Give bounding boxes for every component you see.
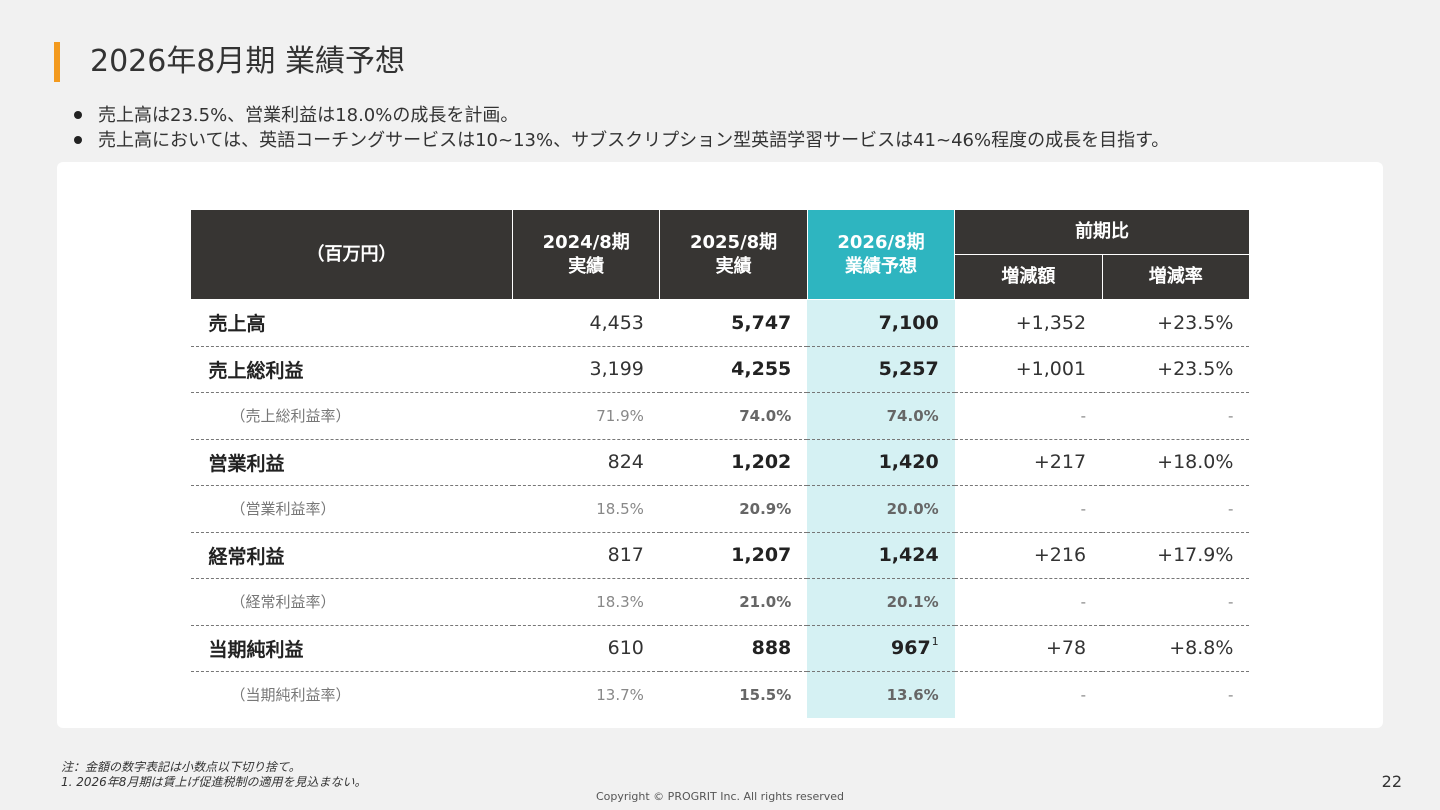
footnote-line: 1. 2026年8月期は賃上げ促進税制の適用を見込まない。 — [61, 775, 367, 789]
cell-fy25: 4,255 — [659, 346, 808, 393]
header-yoy-diff: 増減額 — [954, 254, 1103, 300]
table-row: 当期純利益 610 888 9671 +78 +8.8% — [190, 625, 1250, 672]
row-label: （経常利益率） — [190, 578, 513, 626]
cell-yoy-diff: - — [954, 392, 1103, 440]
table-row: 売上総利益 3,199 4,255 5,257 +1,001 +23.5% — [190, 346, 1250, 393]
row-label: （営業利益率） — [190, 485, 513, 533]
header-fy24-year: 2024/8期 — [542, 231, 630, 253]
cell-fy24: 3,199 — [512, 346, 660, 393]
title-accent-bar — [54, 42, 60, 82]
table-row: 経常利益 817 1,207 1,424 +216 +17.9% — [190, 532, 1250, 579]
header-yoy-rate: 増減率 — [1101, 254, 1250, 300]
header-fy25-year: 2025/8期 — [689, 231, 778, 253]
cell-fy24: 18.3% — [512, 578, 660, 626]
cell-fy24: 824 — [512, 439, 660, 486]
cell-fy26: 13.6% — [807, 671, 955, 718]
bullet-text: 売上高においては、英語コーチングサービスは10~13%、サブスクリプション型英語… — [98, 130, 1170, 151]
cell-fy25: 20.9% — [659, 485, 808, 533]
cell-fy24: 817 — [512, 532, 660, 579]
cell-yoy-rate: - — [1102, 485, 1250, 533]
header-fy26: 2026/8期 業績予想 — [806, 209, 956, 300]
row-label: 経常利益 — [190, 532, 513, 579]
cell-yoy-rate: - — [1102, 392, 1250, 440]
cell-fy26: 74.0% — [807, 392, 955, 440]
row-label: 売上高 — [190, 299, 513, 347]
cell-fy25: 15.5% — [739, 685, 792, 704]
cell-fy26: 9671 — [807, 625, 955, 672]
cell-fy24: 4,453 — [512, 299, 660, 347]
cell-yoy-rate: +18.0% — [1102, 439, 1250, 486]
cell-fy26: 20.0% — [807, 485, 955, 533]
footnote-marker: 1 — [931, 635, 939, 649]
table-row: （当期純利益率） 13.7% 15.5% 13.6% - - — [191, 671, 1250, 718]
cell-yoy-rate: - — [1102, 578, 1250, 626]
cell-yoy-rate: - — [1228, 685, 1234, 704]
bullet-dot-icon — [74, 111, 82, 119]
cell-fy25: 888 — [659, 625, 808, 672]
cell-fy26: 20.1% — [807, 578, 955, 626]
header-fy24: 2024/8期 実績 — [511, 209, 661, 300]
cell-yoy-rate: +8.8% — [1102, 625, 1250, 672]
summary-bullets: 売上高は23.5%、営業利益は18.0%の成長を計画。 売上高においては、英語コ… — [72, 103, 1169, 153]
cell-fy24: 610 — [512, 625, 660, 672]
row-label: 営業利益 — [190, 439, 513, 486]
bullet-text: 売上高は23.5%、営業利益は18.0%の成長を計画。 — [98, 105, 519, 126]
cell-yoy-diff: - — [954, 485, 1103, 533]
cell-yoy-diff: +78 — [954, 625, 1103, 672]
bullet-item: 売上高は23.5%、営業利益は18.0%の成長を計画。 — [72, 103, 1169, 128]
cell-yoy-diff: - — [954, 578, 1103, 626]
row-label: 当期純利益 — [190, 625, 513, 672]
page-number: 22 — [1381, 772, 1402, 791]
cell-fy26-value: 967 — [891, 637, 931, 660]
row-label: （当期純利益率） — [230, 686, 351, 705]
page-title: 2026年8月期 業績予想 — [90, 44, 405, 79]
table-row: （営業利益率） 18.5% 20.9% 20.0% - - — [190, 485, 1250, 533]
header-fy26-type: 業績予想 — [844, 255, 917, 277]
cell-yoy-rate: +23.5% — [1102, 299, 1250, 347]
cell-fy26: 1,424 — [807, 532, 955, 579]
cell-yoy-diff: - — [1080, 685, 1087, 704]
table-row: 営業利益 824 1,202 1,420 +217 +18.0% — [190, 439, 1250, 486]
cell-yoy-diff: +1,001 — [954, 346, 1103, 393]
cell-fy25: 21.0% — [659, 578, 808, 626]
cell-fy24: 13.7% — [596, 685, 644, 704]
bullet-dot-icon — [74, 136, 82, 144]
cell-yoy-diff: +217 — [954, 439, 1103, 486]
cell-fy26: 7,100 — [807, 299, 955, 347]
cell-fy25: 1,207 — [659, 532, 808, 579]
row-label: （売上総利益率） — [190, 392, 513, 440]
cell-fy25: 5,747 — [659, 299, 808, 347]
forecast-table: （百万円） 2024/8期 実績 2025/8期 実績 2026/8期 業績予想 前期… — [190, 209, 1250, 718]
header-yoy-group: 前期比 — [954, 209, 1250, 255]
table-row: （売上総利益率） 71.9% 74.0% 74.0% - - — [190, 392, 1250, 440]
copyright-text: Copyright © PROGRIT Inc. All rights rese… — [595, 790, 845, 803]
cell-fy25: 1,202 — [659, 439, 808, 486]
cell-yoy-diff: +1,352 — [954, 299, 1103, 347]
header-fy25: 2025/8期 実績 — [659, 209, 808, 300]
header-unit: （百万円） — [190, 209, 513, 300]
header-fy26-year: 2026/8期 — [837, 231, 925, 253]
table-row: （経常利益率） 18.3% 21.0% 20.1% - - — [190, 578, 1250, 626]
cell-fy26: 5,257 — [807, 346, 955, 393]
cell-yoy-diff: +216 — [954, 532, 1103, 579]
table-row: 売上高 4,453 5,747 7,100 +1,352 +23.5% — [190, 299, 1250, 347]
footnotes: 注：金額の数字表記は小数点以下切り捨て。 1. 2026年8月期は賃上げ促進税制… — [61, 760, 366, 790]
header-fy25-type: 実績 — [715, 255, 752, 277]
bullet-item: 売上高においては、英語コーチングサービスは10~13%、サブスクリプション型英語… — [72, 128, 1169, 153]
row-label: 売上総利益 — [190, 346, 513, 393]
cell-fy24: 71.9% — [512, 392, 660, 440]
cell-fy25: 74.0% — [659, 392, 808, 440]
footnote-line: 注：金額の数字表記は小数点以下切り捨て。 — [61, 760, 301, 774]
cell-fy24: 18.5% — [512, 485, 660, 533]
cell-fy26: 1,420 — [807, 439, 955, 486]
cell-yoy-rate: +17.9% — [1102, 532, 1250, 579]
header-fy24-type: 実績 — [568, 255, 605, 277]
cell-yoy-rate: +23.5% — [1102, 346, 1250, 393]
